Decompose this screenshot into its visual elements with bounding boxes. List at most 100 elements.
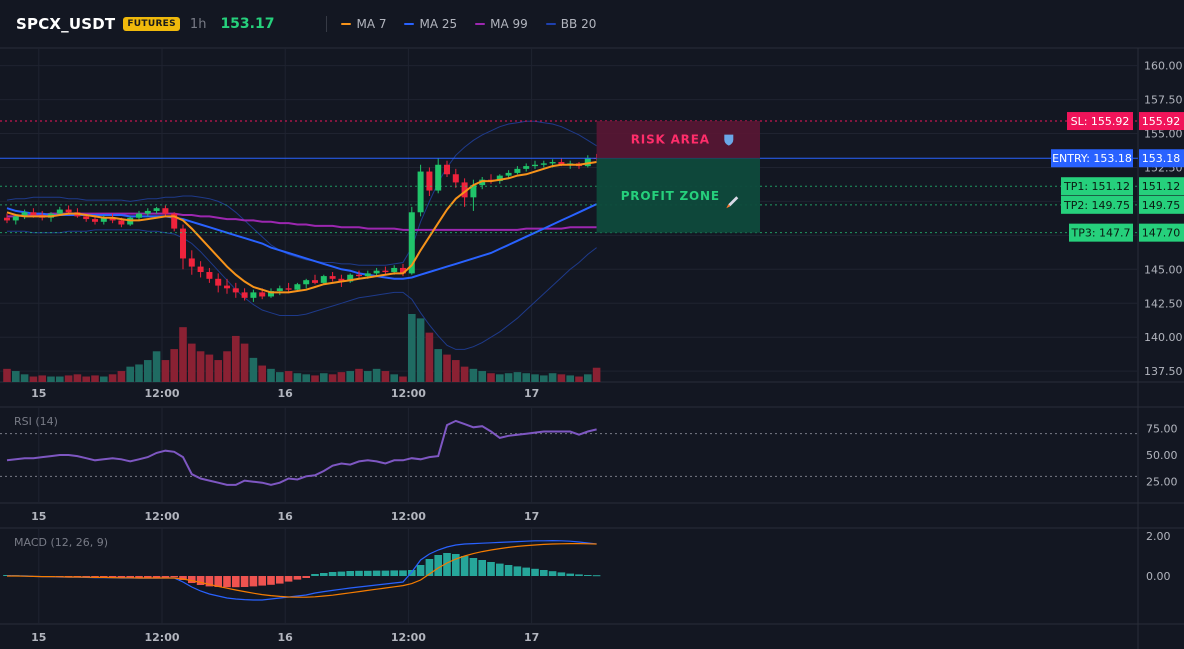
main-time-tick-3: 12:00 bbox=[391, 387, 426, 400]
macd-hist-bar-29 bbox=[258, 576, 266, 586]
macd-hist-bar-18 bbox=[161, 576, 170, 578]
candle-body-57 bbox=[505, 172, 512, 176]
candle-body-58 bbox=[514, 168, 521, 173]
main-price-axis: 160.00157.50155.00152.50150.00147.50145.… bbox=[1144, 60, 1183, 378]
tp3-tag-axis-tag: 147.70 bbox=[1142, 227, 1181, 240]
interval-selector[interactable]: 1h bbox=[189, 16, 207, 32]
price-tick-6: 145.00 bbox=[1144, 263, 1183, 276]
candle-body-15 bbox=[136, 213, 142, 218]
rsi-time-tick-2: 16 bbox=[278, 510, 294, 523]
legend-bb20-swatch bbox=[545, 23, 556, 25]
candle-body-54 bbox=[479, 179, 486, 186]
volume-bar-12 bbox=[108, 374, 117, 382]
macd-hist-bar-32 bbox=[284, 576, 293, 582]
macd-pane: MACD (12, 26, 9) 2.00 0.00 bbox=[3, 530, 1171, 601]
risk-area-label: RISK AREA bbox=[631, 133, 710, 147]
macd-hist-bar-17 bbox=[152, 576, 161, 578]
candle-body-18 bbox=[162, 208, 169, 214]
legend-ma99-label: MA 99 bbox=[490, 17, 528, 31]
last-price: 153.17 bbox=[220, 16, 275, 32]
macd-hist-bar-37 bbox=[328, 572, 337, 576]
volume-bar-66 bbox=[584, 374, 592, 382]
candle-body-40 bbox=[356, 274, 362, 277]
candle-body-10 bbox=[92, 219, 98, 222]
candle-59 bbox=[523, 163, 530, 172]
tp1-tag: TP1: 151.12 151.12 bbox=[1061, 177, 1184, 196]
macd-title: MACD (12, 26, 9) bbox=[14, 536, 108, 549]
macd-hist-bar-10 bbox=[91, 576, 99, 578]
candle-body-16 bbox=[144, 210, 151, 214]
volume-bar-31 bbox=[276, 372, 284, 382]
macd-hist-bar-56 bbox=[496, 563, 504, 576]
macd-hist-bar-67 bbox=[592, 575, 601, 577]
candle-body-34 bbox=[303, 280, 310, 285]
trade-levels bbox=[0, 120, 1138, 234]
macd-hist-bar-48 bbox=[425, 559, 434, 576]
candle-body-37 bbox=[329, 276, 336, 279]
volume-bar-0 bbox=[3, 368, 11, 382]
candle-body-49 bbox=[435, 164, 442, 191]
candle-body-11 bbox=[100, 217, 107, 222]
candle-body-44 bbox=[391, 267, 398, 273]
candle-25 bbox=[224, 278, 230, 294]
candle-body-42 bbox=[373, 270, 380, 274]
volume-bar-51 bbox=[452, 360, 460, 382]
volume-bar-65 bbox=[575, 376, 583, 382]
candle-body-35 bbox=[312, 280, 318, 283]
volume-bar-62 bbox=[548, 373, 557, 382]
profit-zone: PROFIT ZONE bbox=[596, 158, 760, 233]
rsi-tick-1: 50.00 bbox=[1146, 449, 1178, 462]
macd-hist-bar-47 bbox=[416, 565, 425, 576]
legend-ma99[interactable]: MA 99 bbox=[475, 17, 528, 31]
volume-bar-23 bbox=[205, 354, 214, 382]
candle-20 bbox=[180, 224, 186, 270]
candle-body-61 bbox=[540, 163, 547, 165]
volume-bar-17 bbox=[152, 351, 161, 382]
bb-lower-line bbox=[7, 229, 597, 350]
candle-body-31 bbox=[276, 288, 283, 292]
legend-bb20-label: BB 20 bbox=[560, 17, 597, 31]
volume-bar-46 bbox=[408, 314, 416, 382]
bb-upper-line bbox=[6, 120, 597, 266]
macd-hist-bar-20 bbox=[179, 576, 187, 580]
candle-body-6 bbox=[56, 209, 63, 214]
legend-ma25[interactable]: MA 25 bbox=[404, 17, 457, 31]
volume-bar-57 bbox=[504, 373, 513, 382]
volume-bar-39 bbox=[346, 371, 354, 382]
main-time-tick-1: 12:00 bbox=[144, 387, 179, 400]
legend-bb20[interactable]: BB 20 bbox=[545, 17, 597, 31]
sl-tag-label: SL: 155.92 bbox=[1071, 115, 1130, 128]
candle-body-46 bbox=[408, 212, 415, 274]
tp3-tag: TP3: 147.7 147.70 bbox=[1069, 223, 1184, 242]
candle-6 bbox=[56, 206, 63, 215]
macd-hist-bar-53 bbox=[469, 558, 478, 576]
entry-tag-axis-bg bbox=[1139, 149, 1184, 168]
volume-bar-41 bbox=[364, 371, 372, 382]
volume-bars bbox=[3, 314, 601, 382]
volume-bar-67 bbox=[592, 367, 601, 382]
macd-hist-bar-21 bbox=[188, 576, 196, 583]
tp3-tag-label-bg bbox=[1069, 223, 1133, 242]
price-tick-1: 157.50 bbox=[1144, 94, 1183, 107]
volume-bar-37 bbox=[328, 374, 337, 382]
candle-body-52 bbox=[461, 182, 468, 198]
rsi-time-tick-4: 17 bbox=[524, 510, 539, 523]
legend-ma7[interactable]: MA 7 bbox=[341, 17, 386, 31]
macd-hist-bar-54 bbox=[478, 560, 486, 576]
candle-body-51 bbox=[452, 174, 459, 183]
macd-hist-bar-43 bbox=[381, 570, 390, 576]
candle-body-43 bbox=[382, 270, 389, 273]
entry-tag-label: ENTRY: 153.18 bbox=[1052, 152, 1132, 165]
volume-bar-53 bbox=[469, 368, 478, 382]
volume-bar-42 bbox=[372, 368, 381, 382]
volume-bar-52 bbox=[460, 366, 469, 382]
volume-bar-47 bbox=[416, 318, 425, 382]
macd-hist-bar-35 bbox=[311, 574, 319, 576]
candle-body-39 bbox=[347, 274, 354, 282]
price-tick-9: 137.50 bbox=[1144, 365, 1183, 378]
candle-35 bbox=[312, 274, 318, 285]
macd-hist-bar-60 bbox=[531, 568, 539, 576]
symbol-name[interactable]: SPCX_USDT bbox=[16, 15, 116, 33]
main-time-tick-4: 17 bbox=[524, 387, 539, 400]
